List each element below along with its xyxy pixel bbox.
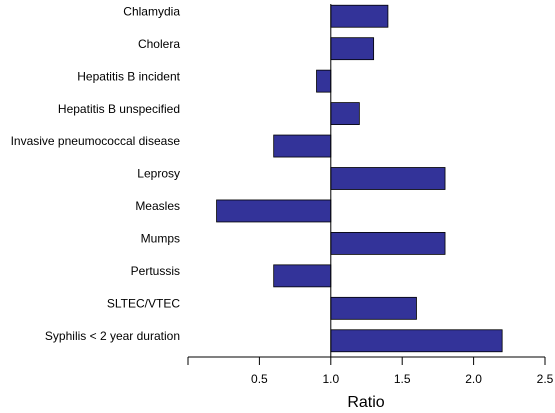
bar	[273, 134, 332, 158]
y-tick-label: Invasive pneumococcal disease	[11, 134, 181, 148]
bar	[316, 69, 332, 93]
y-tick-label: Measles	[135, 199, 180, 213]
bar	[330, 167, 446, 190]
bar	[330, 37, 375, 61]
y-tick-label: Cholera	[138, 37, 180, 51]
bar	[330, 102, 360, 125]
bar	[330, 232, 446, 255]
x-axis-label: Ratio	[347, 394, 384, 411]
y-tick-label: Pertussis	[131, 264, 180, 278]
y-tick-label: Syphilis < 2 year duration	[45, 329, 180, 343]
bar	[330, 4, 389, 28]
y-tick-label: Hepatitis B unspecified	[58, 102, 180, 116]
y-tick-label: Leprosy	[137, 167, 180, 181]
y-tick-label: Chlamydia	[123, 4, 180, 18]
x-tick-label: 0.5	[251, 372, 268, 386]
bar	[273, 264, 332, 288]
bar	[330, 296, 417, 320]
x-tick-label: 2.5	[537, 372, 554, 386]
y-tick-label: Mumps	[141, 232, 180, 246]
bar	[330, 329, 503, 353]
y-tick-label: SLTEC/VTEC	[107, 296, 180, 310]
x-tick-label: 1.0	[322, 372, 339, 386]
x-tick-label: 2.0	[465, 372, 482, 386]
bar	[216, 199, 332, 223]
y-tick-label: Hepatitis B incident	[77, 69, 180, 83]
x-tick-label: 1.5	[394, 372, 411, 386]
